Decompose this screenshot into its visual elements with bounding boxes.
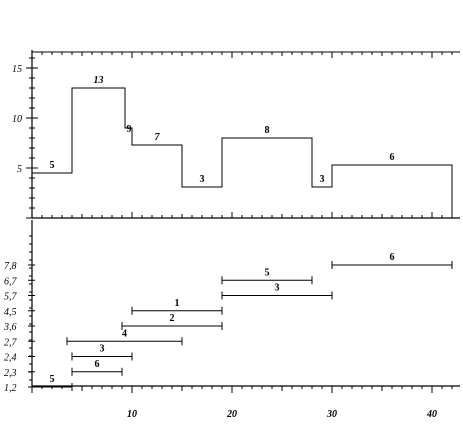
x-tick-label: 10 bbox=[127, 409, 137, 420]
interval-label: 2 bbox=[170, 313, 175, 324]
step-label: 8 bbox=[265, 125, 270, 136]
step-label: 6 bbox=[390, 152, 395, 163]
step-label: 9 bbox=[127, 124, 132, 135]
x-tick-label: 30 bbox=[326, 409, 337, 420]
row-label: 6,7 bbox=[4, 276, 18, 287]
step-chart: 5 10 15 5 13 9 7 3 8 3 6 bbox=[12, 50, 460, 219]
interval-label: 3 bbox=[100, 344, 105, 355]
row-label: 4,5 bbox=[4, 307, 17, 318]
step-label: 7 bbox=[155, 132, 161, 143]
row-label: 5,7 bbox=[4, 292, 18, 303]
interval-label: 1 bbox=[175, 298, 180, 309]
step-line bbox=[32, 87, 453, 218]
step-label: 5 bbox=[50, 160, 55, 171]
interval-chart: 10 20 30 407,86,75,74,53,62,72,42,31,265312… bbox=[3, 220, 460, 420]
row-label: 2,7 bbox=[4, 337, 18, 348]
interval-label: 6 bbox=[390, 252, 395, 263]
interval-label: 6 bbox=[95, 359, 100, 370]
step-label: 3 bbox=[200, 174, 205, 185]
top-y-tick-label: 15 bbox=[12, 64, 22, 75]
interval-label: 5 bbox=[50, 374, 55, 385]
x-tick-label: 40 bbox=[426, 409, 437, 420]
x-tick-label: 20 bbox=[226, 409, 237, 420]
top-y-tick-label: 5 bbox=[17, 164, 22, 175]
row-label: 2,3 bbox=[4, 368, 17, 379]
row-label: 2,4 bbox=[4, 353, 17, 364]
row-label: 7,8 bbox=[4, 261, 17, 272]
row-label: 1,2 bbox=[4, 383, 17, 394]
interval-label: 4 bbox=[122, 328, 127, 339]
interval-label: 5 bbox=[265, 267, 270, 278]
step-label: 13 bbox=[94, 75, 104, 86]
interval-label: 3 bbox=[275, 283, 280, 294]
row-label: 3,6 bbox=[3, 322, 17, 333]
top-y-tick-label: 10 bbox=[12, 114, 22, 125]
step-label: 3 bbox=[320, 174, 325, 185]
